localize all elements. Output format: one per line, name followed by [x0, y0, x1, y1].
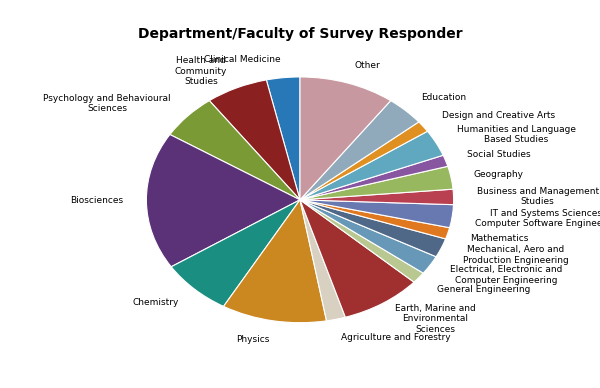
Text: Biosciences: Biosciences — [70, 196, 124, 205]
Text: Design and Creative Arts: Design and Creative Arts — [442, 111, 555, 120]
Text: Chemistry: Chemistry — [132, 298, 179, 307]
Wedge shape — [300, 200, 449, 239]
Wedge shape — [171, 200, 300, 307]
Text: Earth, Marine and
Environmental
Sciences: Earth, Marine and Environmental Sciences — [395, 304, 476, 334]
Wedge shape — [300, 122, 427, 200]
Text: General Engineering: General Engineering — [437, 285, 530, 294]
Wedge shape — [146, 135, 300, 267]
Text: Electrical, Electronic and
Computer Engineering: Electrical, Electronic and Computer Engi… — [449, 265, 562, 285]
Wedge shape — [300, 131, 443, 200]
Wedge shape — [209, 80, 300, 200]
Text: IT and Systems Sciences,
Computer Software Engineering: IT and Systems Sciences, Computer Softwa… — [475, 209, 600, 229]
Text: Other: Other — [355, 61, 380, 70]
Wedge shape — [300, 189, 454, 204]
Text: Health and
Community
Studies: Health and Community Studies — [175, 56, 227, 86]
Wedge shape — [300, 100, 419, 200]
Text: Mathematics: Mathematics — [470, 234, 529, 243]
Wedge shape — [300, 200, 423, 282]
Wedge shape — [300, 166, 453, 200]
Text: Humanities and Language
Based Studies: Humanities and Language Based Studies — [457, 125, 575, 144]
Wedge shape — [224, 200, 326, 323]
Wedge shape — [300, 200, 414, 317]
Wedge shape — [300, 200, 346, 321]
Text: Physics: Physics — [236, 334, 269, 343]
Title: Department/Faculty of Survey Responder: Department/Faculty of Survey Responder — [137, 27, 463, 41]
Wedge shape — [300, 200, 446, 257]
Text: Agriculture and Forestry: Agriculture and Forestry — [341, 333, 451, 342]
Wedge shape — [300, 77, 391, 200]
Text: Clinical Medicine: Clinical Medicine — [204, 55, 281, 64]
Text: Psychology and Behavioural
Sciences: Psychology and Behavioural Sciences — [43, 94, 171, 113]
Wedge shape — [170, 100, 300, 200]
Wedge shape — [266, 77, 300, 200]
Text: Mechanical, Aero and
Production Engineering: Mechanical, Aero and Production Engineer… — [463, 246, 568, 265]
Wedge shape — [300, 200, 436, 273]
Wedge shape — [300, 155, 448, 200]
Text: Social Studies: Social Studies — [467, 151, 531, 159]
Text: Education: Education — [421, 93, 467, 102]
Text: Geography: Geography — [474, 170, 524, 179]
Wedge shape — [300, 200, 454, 228]
Text: Business and Management
Studies: Business and Management Studies — [476, 187, 599, 206]
